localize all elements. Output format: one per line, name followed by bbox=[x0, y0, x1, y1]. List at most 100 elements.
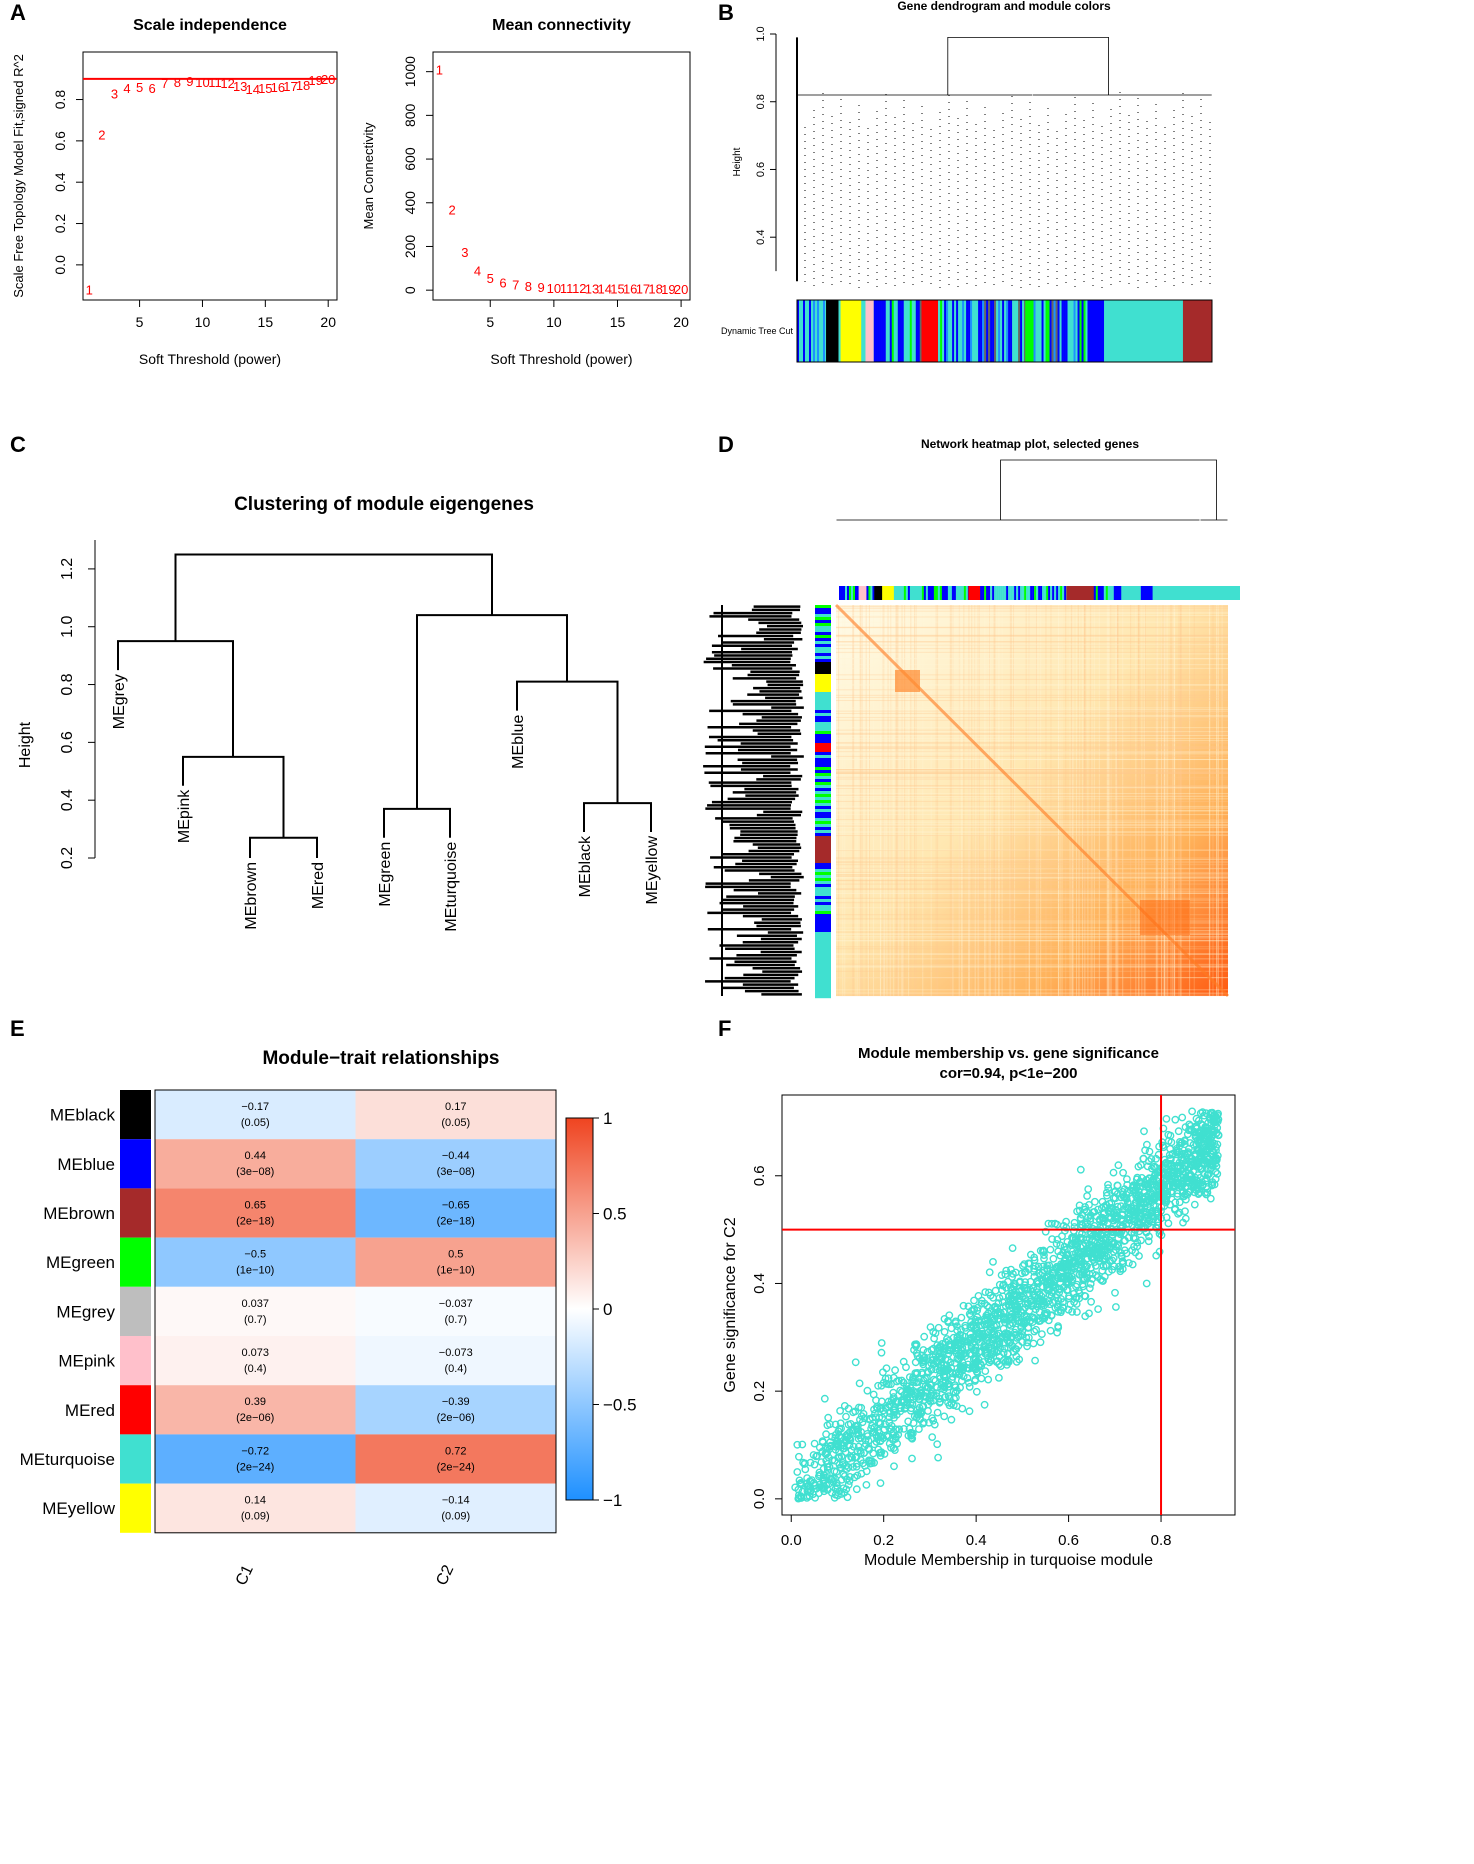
scatter-point bbox=[1002, 1266, 1011, 1275]
colorbar-stripe bbox=[815, 881, 831, 885]
scatter-point bbox=[971, 1377, 979, 1385]
point-label: 2 bbox=[98, 128, 105, 143]
scatter-point bbox=[844, 1454, 853, 1463]
colorbar-stripe bbox=[986, 300, 989, 362]
colorbar-stripe bbox=[1032, 586, 1035, 600]
scatter-point bbox=[960, 1362, 968, 1370]
heatmap-stripe bbox=[836, 936, 1228, 938]
colorbar-stripe bbox=[968, 300, 971, 362]
y-axis-label: Height bbox=[17, 721, 34, 768]
scatter-point bbox=[1087, 1264, 1095, 1272]
scatter-point bbox=[904, 1417, 913, 1426]
heatmap-stripe bbox=[836, 773, 1228, 775]
colorbar-stripe bbox=[815, 686, 831, 690]
colorbar-stripe bbox=[815, 971, 831, 975]
heatmap-stripe bbox=[857, 605, 859, 996]
scatter-point bbox=[1056, 1241, 1065, 1250]
cell-value: −0.14 bbox=[442, 1495, 470, 1507]
colorbar-stripe bbox=[815, 794, 831, 798]
merge-black-yellow bbox=[583, 802, 652, 832]
scatter-point bbox=[928, 1433, 937, 1442]
heatmap-stripe bbox=[1179, 605, 1181, 996]
heatmap-stripe bbox=[836, 769, 1228, 771]
scatter-point bbox=[999, 1308, 1008, 1317]
cell-pvalue: (2e−24) bbox=[437, 1461, 475, 1473]
point-label: 3 bbox=[461, 245, 468, 260]
scatter-point bbox=[1020, 1260, 1029, 1269]
y-tick-label: 0.4 bbox=[52, 172, 68, 192]
scatter-point bbox=[873, 1404, 882, 1413]
point-label: 11 bbox=[560, 281, 574, 296]
scatter-point bbox=[1143, 1220, 1152, 1229]
scatter-point bbox=[907, 1431, 915, 1440]
colorbar-stripe bbox=[972, 300, 975, 362]
colorbar-stripe bbox=[1061, 300, 1064, 362]
heatmap-stripe bbox=[836, 907, 1228, 909]
heatmap-stripe bbox=[836, 636, 1228, 638]
colorbar-stripe bbox=[1016, 586, 1019, 600]
heatmap-stripe bbox=[1117, 605, 1119, 996]
heatmap-stripe bbox=[836, 689, 1228, 691]
scatter-point bbox=[1018, 1338, 1027, 1346]
point-label: 8 bbox=[174, 75, 181, 90]
colorbar-stripe bbox=[1033, 300, 1036, 362]
column-label: C2 bbox=[433, 1562, 457, 1588]
colorbar-stripe bbox=[815, 662, 831, 666]
heatmap-stripe bbox=[836, 674, 1228, 676]
heatmap-stripe bbox=[988, 605, 990, 996]
colorbar-stripe bbox=[1073, 300, 1076, 362]
scatter-point bbox=[995, 1374, 1003, 1382]
scatter-point bbox=[870, 1405, 878, 1414]
panel-label-D: D bbox=[718, 432, 734, 457]
scatter-point bbox=[859, 1410, 868, 1418]
scatter-point bbox=[1015, 1355, 1024, 1364]
heatmap-stripe bbox=[836, 831, 1228, 833]
cell-value: 0.17 bbox=[445, 1101, 466, 1113]
scatter-point bbox=[891, 1446, 899, 1455]
scatter-point bbox=[920, 1332, 929, 1341]
heatmap-stripe bbox=[977, 605, 979, 996]
scatter-point bbox=[906, 1406, 915, 1415]
heatmap-stripe bbox=[1001, 605, 1003, 996]
heatmap-stripe bbox=[1143, 605, 1145, 996]
scatter-point bbox=[1145, 1147, 1154, 1156]
heatmap-stripe bbox=[950, 605, 952, 996]
colorbar-stripe bbox=[815, 848, 831, 852]
point-label: 4 bbox=[123, 81, 130, 96]
scatter-point bbox=[1194, 1189, 1203, 1198]
point-label: 16 bbox=[623, 282, 637, 297]
heatmap-stripe bbox=[836, 814, 1228, 816]
scatter-point bbox=[842, 1465, 851, 1473]
scatter-point bbox=[1049, 1254, 1058, 1263]
heatmap-stripe bbox=[836, 772, 1228, 774]
colorbar-stripe bbox=[815, 863, 831, 867]
colorbar-stripe bbox=[815, 911, 831, 915]
heatmap-stripe bbox=[836, 748, 1228, 750]
cell-pvalue: (1e−10) bbox=[236, 1265, 274, 1277]
colorbar-stripe bbox=[815, 809, 831, 813]
heatmap-stripe bbox=[836, 819, 1228, 821]
heatmap-stripe bbox=[836, 977, 1228, 979]
scatter-point bbox=[970, 1296, 978, 1305]
heatmap-stripe bbox=[836, 751, 1228, 753]
colorbar-stripe bbox=[815, 614, 831, 618]
scatter-point bbox=[1212, 1154, 1221, 1163]
heatmap-stripe bbox=[836, 627, 1228, 629]
heatmap-stripe bbox=[836, 888, 1228, 890]
module-color-swatch bbox=[120, 1139, 151, 1189]
y-tick-label: 200 bbox=[402, 235, 418, 259]
colorbar-stripe bbox=[1040, 586, 1043, 600]
scatter-point bbox=[985, 1268, 994, 1277]
heatmap-stripe bbox=[836, 857, 1228, 859]
colorbar-stripe bbox=[954, 300, 957, 362]
merge-pink bbox=[182, 755, 285, 838]
colorbar-stripe bbox=[815, 977, 831, 981]
colorbar-stripe bbox=[1020, 586, 1023, 600]
cell-value: 0.72 bbox=[445, 1445, 466, 1457]
point-label: 2 bbox=[448, 202, 455, 217]
scatter-point bbox=[1030, 1327, 1039, 1336]
scatter-point bbox=[1203, 1171, 1212, 1180]
y-tick-label: 0.6 bbox=[59, 731, 76, 753]
heatmap-stripe bbox=[961, 605, 963, 996]
